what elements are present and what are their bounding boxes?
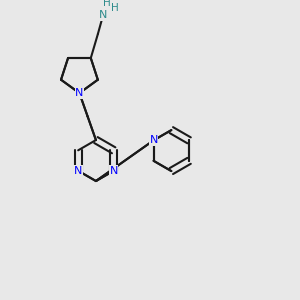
Text: N: N [149, 135, 158, 145]
Text: N: N [75, 88, 84, 98]
Text: H: H [103, 0, 110, 8]
Text: H: H [110, 3, 118, 13]
Text: N: N [110, 166, 118, 176]
Text: N: N [74, 166, 82, 176]
Text: N: N [99, 11, 107, 20]
